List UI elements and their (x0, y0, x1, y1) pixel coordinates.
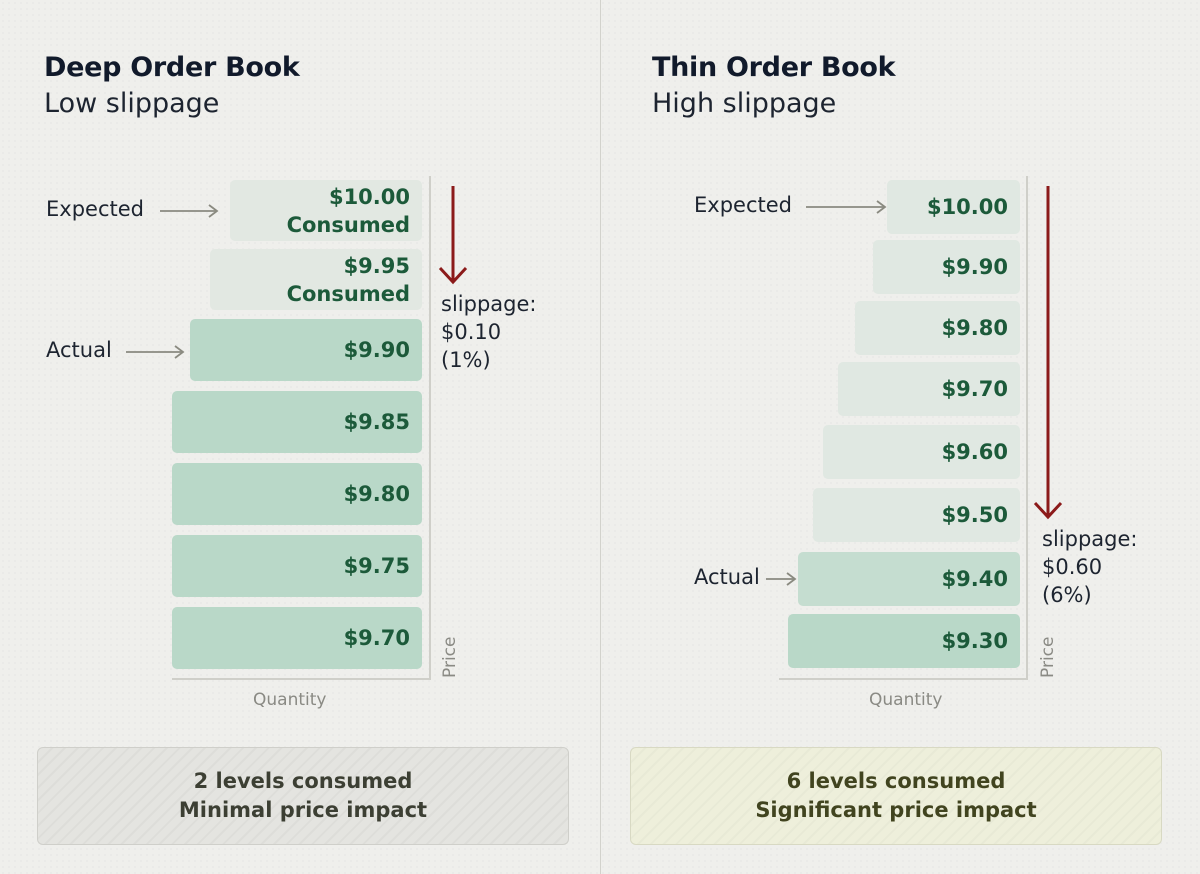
x-axis (779, 678, 1028, 680)
level-price: $9.70 (343, 626, 410, 650)
expected-label: Expected (46, 197, 144, 221)
x-axis-label: Quantity (253, 690, 327, 710)
order-level-bar: $9.90 (873, 240, 1020, 294)
y-axis (429, 176, 431, 680)
order-level-bar: $9.50 (813, 488, 1020, 542)
panel-title: Thin Order Book (652, 52, 896, 83)
order-level-bar: $9.80 (855, 301, 1020, 355)
order-level-bar: $9.80 (172, 463, 422, 525)
level-price: $9.80 (941, 316, 1008, 340)
summary-line: 2 levels consumed (193, 769, 413, 793)
level-price: $9.50 (941, 503, 1008, 527)
x-axis-label: Quantity (869, 690, 943, 710)
expected-arrow-icon (806, 200, 887, 214)
slippage-amount: $0.10 (441, 320, 502, 344)
level-price: $9.30 (941, 629, 1008, 653)
summary-box: 6 levels consumed Significant price impa… (630, 747, 1162, 845)
slippage-heading: slippage: (1042, 527, 1138, 551)
level-price: $9.90 (343, 338, 410, 362)
slippage-annotation: slippage: $0.60 (6%) (1042, 525, 1137, 609)
slippage-heading: slippage: (441, 292, 537, 316)
summary-line: Significant price impact (755, 798, 1037, 822)
y-axis-label: Price (1038, 636, 1058, 678)
actual-arrow-icon (766, 572, 797, 586)
level-price: $10.00 (328, 184, 410, 209)
level-price: $9.85 (343, 410, 410, 434)
summary-line: Minimal price impact (178, 798, 428, 822)
slippage-arrow-icon (438, 186, 468, 285)
order-level-bar: $10.00 Consumed (230, 180, 422, 241)
slippage-percent: (6%) (1042, 583, 1092, 607)
actual-label: Actual (694, 565, 760, 589)
level-price: $9.90 (941, 255, 1008, 279)
panel-divider (600, 0, 601, 874)
level-price: $9.70 (941, 377, 1008, 401)
actual-label: Actual (46, 338, 112, 362)
level-price: $9.40 (941, 567, 1008, 591)
order-level-bar: $9.90 (190, 319, 422, 381)
level-status: Consumed (286, 281, 410, 306)
level-status: Consumed (286, 212, 410, 237)
summary-box: 2 levels consumed Minimal price impact (37, 747, 569, 845)
x-axis (172, 678, 431, 680)
panel-title: Deep Order Book (44, 52, 300, 83)
order-level-bar: $9.40 (798, 552, 1020, 606)
slippage-annotation: slippage: $0.10 (1%) (441, 290, 536, 374)
summary-line: 6 levels consumed (786, 769, 1006, 793)
slippage-percent: (1%) (441, 348, 491, 372)
level-price: $10.00 (926, 195, 1008, 219)
slippage-amount: $0.60 (1042, 555, 1103, 579)
order-level-bar: $9.60 (823, 425, 1020, 479)
deep-order-book-panel: Deep Order Book Low slippage $10.00 Cons… (37, 52, 569, 845)
panel-subtitle: Low slippage (44, 88, 220, 119)
y-axis (1026, 176, 1028, 680)
order-level-bar: $9.75 (172, 535, 422, 597)
expected-label: Expected (694, 193, 792, 217)
level-price: $9.60 (941, 440, 1008, 464)
level-price: $9.80 (343, 482, 410, 506)
level-price: $9.75 (343, 554, 410, 578)
order-level-bar: $9.30 (788, 614, 1020, 668)
order-level-bar: $9.95 Consumed (210, 249, 422, 310)
y-axis-label: Price (440, 636, 460, 678)
level-price: $9.95 (343, 253, 410, 278)
order-level-bar: $9.85 (172, 391, 422, 453)
order-level-bar: $10.00 (887, 180, 1020, 234)
slippage-arrow-icon (1033, 186, 1063, 520)
order-level-bar: $9.70 (172, 607, 422, 669)
thin-order-book-panel: Thin Order Book High slippage $10.00 $9.… (600, 0, 1200, 874)
actual-arrow-icon (126, 345, 185, 359)
order-level-bar: $9.70 (838, 362, 1020, 416)
panel-subtitle: High slippage (652, 88, 837, 119)
expected-arrow-icon (160, 204, 219, 218)
